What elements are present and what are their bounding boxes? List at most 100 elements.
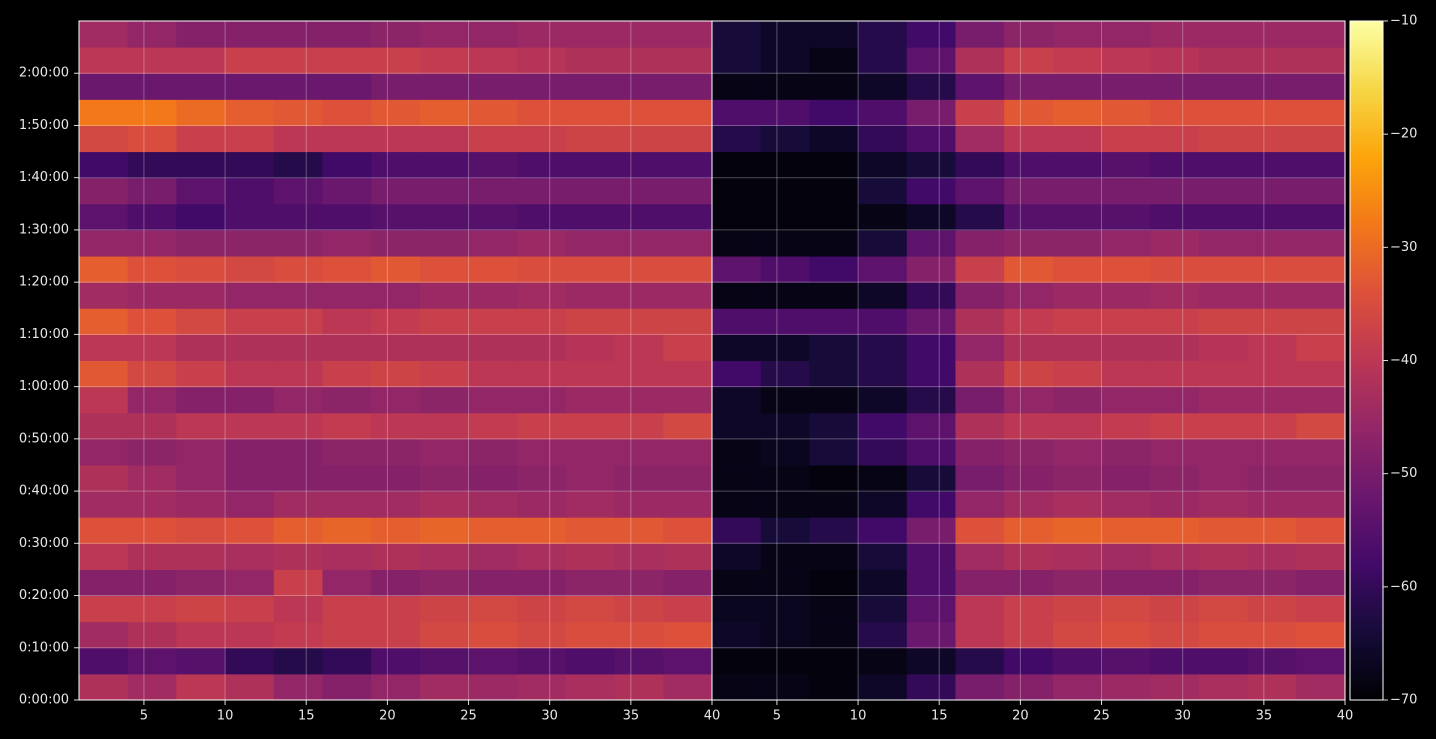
- heatmap-cell: [565, 177, 616, 205]
- heatmap-cell: [79, 517, 129, 544]
- heatmap-cell: [1296, 334, 1346, 361]
- heatmap-cell: [760, 464, 810, 492]
- heatmap-cell: [176, 47, 226, 74]
- heatmap-cell: [614, 73, 664, 100]
- heatmap-cell: [858, 125, 908, 153]
- heatmap-cell: [1150, 464, 1200, 492]
- heatmap-cell: [858, 177, 908, 205]
- heatmap-cell: [760, 360, 810, 388]
- heatmap-cell: [517, 595, 567, 623]
- heatmap-cell: [1101, 256, 1151, 283]
- heatmap-cell: [565, 282, 616, 309]
- heatmap-cell: [955, 308, 1005, 335]
- heatmap-cell: [1004, 47, 1054, 74]
- heatmap-cell: [176, 543, 226, 570]
- heatmap-cell: [273, 464, 323, 492]
- heatmap-cell: [176, 569, 226, 597]
- heatmap-cell: [1198, 464, 1249, 492]
- heatmap-cell: [1296, 203, 1346, 231]
- heatmap-cell: [79, 464, 129, 492]
- heatmap-cell: [176, 438, 226, 466]
- heatmap-cell: [906, 543, 956, 570]
- y-tick-label: 0:40:00: [19, 484, 69, 499]
- heatmap-cell: [1150, 73, 1200, 100]
- heatmap-cell: [225, 99, 275, 126]
- heatmap-cell: [371, 308, 421, 335]
- heatmap-cell: [565, 412, 616, 440]
- plot-frame: [711, 20, 1346, 701]
- heatmap-cell: [1101, 464, 1151, 492]
- heatmap-cell: [127, 673, 177, 701]
- heatmap-cell: [760, 151, 810, 179]
- heatmap-cell: [1004, 438, 1054, 466]
- heatmap-cell: [225, 647, 275, 675]
- heatmap-cell: [419, 21, 470, 48]
- heatmap-cell: [809, 464, 859, 492]
- heatmap-cell: [322, 673, 372, 701]
- heatmap-cell: [614, 99, 664, 126]
- heatmap-cell: [1296, 360, 1346, 388]
- heatmap-cell: [79, 308, 129, 335]
- heatmap-cell: [1247, 569, 1297, 597]
- heatmap-cell: [1004, 595, 1054, 623]
- heatmap-cell: [371, 621, 421, 649]
- heatmap-cell: [127, 412, 177, 440]
- heatmap-cell: [1198, 621, 1249, 649]
- heatmap-cell: [1296, 673, 1346, 701]
- heatmap-cell: [517, 256, 567, 283]
- heatmap-cell: [858, 151, 908, 179]
- heatmap-cell: [1101, 47, 1151, 74]
- heatmap-cell: [371, 125, 421, 153]
- heatmap-cell: [614, 464, 664, 492]
- heatmap-cell: [1198, 647, 1249, 675]
- heatmap-cell: [955, 647, 1005, 675]
- heatmap-cell: [712, 647, 762, 675]
- heatmap-cell: [1150, 517, 1200, 544]
- heatmap-cell: [1296, 412, 1346, 440]
- heatmap-cell: [1198, 256, 1249, 283]
- heatmap-cell: [1150, 673, 1200, 701]
- heatmap-cell: [809, 73, 859, 100]
- heatmap-cell: [127, 595, 177, 623]
- heatmap-cell: [225, 151, 275, 179]
- heatmap-cell: [322, 308, 372, 335]
- heatmap-cell: [419, 334, 470, 361]
- heatmap-cell: [517, 47, 567, 74]
- heatmap-cell: [663, 99, 713, 126]
- heatmap-cell: [468, 308, 518, 335]
- heatmap-cell: [371, 334, 421, 361]
- heatmap-cell: [663, 203, 713, 231]
- heatmap-cell: [809, 177, 859, 205]
- heatmap-cell: [760, 21, 810, 48]
- heatmap-cell: [760, 438, 810, 466]
- heatmap-cell: [79, 595, 129, 623]
- x-tick-label: 35: [1256, 709, 1273, 724]
- heatmap-cell: [419, 151, 470, 179]
- heatmap-cell: [225, 21, 275, 48]
- heatmap-cell: [225, 412, 275, 440]
- heatmap-cell: [468, 464, 518, 492]
- heatmap-cell: [1052, 647, 1103, 675]
- heatmap-cell: [176, 229, 226, 257]
- heatmap-cell: [809, 308, 859, 335]
- heatmap-cell: [663, 412, 713, 440]
- heatmap-cell: [1101, 73, 1151, 100]
- heatmap-cell: [322, 177, 372, 205]
- x-tick-label: 25: [1093, 709, 1110, 724]
- heatmap-cell: [955, 334, 1005, 361]
- heatmap-cell: [906, 491, 956, 518]
- heatmap-cell: [565, 47, 616, 74]
- heatmap-cell: [468, 595, 518, 623]
- heatmap-cell: [322, 99, 372, 126]
- heatmap-cell: [1150, 386, 1200, 414]
- heatmap-cell: [127, 621, 177, 649]
- heatmap-cell: [1101, 360, 1151, 388]
- heatmap-cell: [1198, 386, 1249, 414]
- heatmap-cell: [517, 229, 567, 257]
- heatmap-cell: [906, 438, 956, 466]
- heatmap-cell: [176, 203, 226, 231]
- heatmap-cell: [955, 256, 1005, 283]
- heatmap-cell: [858, 438, 908, 466]
- heatmap-cell: [176, 621, 226, 649]
- heatmap-cell: [1296, 595, 1346, 623]
